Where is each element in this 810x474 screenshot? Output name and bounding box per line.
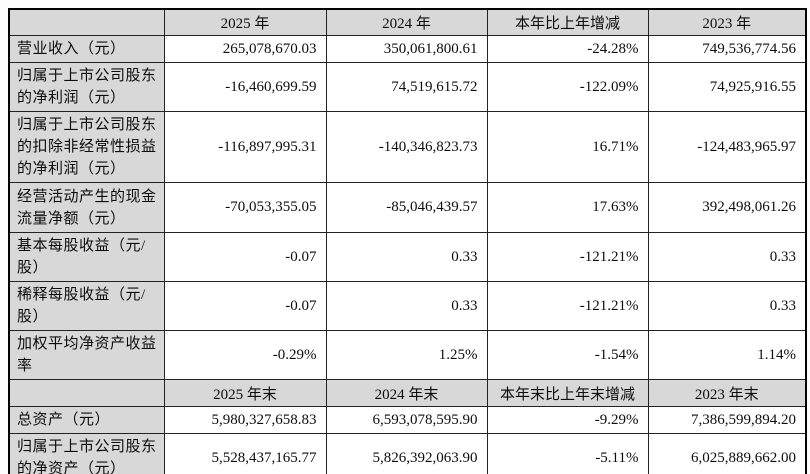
table-row-total-assets: 总资产（元） 5,980,327,658.83 6,593,078,595.90… (8, 406, 807, 434)
row-label: 基本每股收益（元/股） (8, 232, 165, 282)
value-yoy-change: -121.21% (486, 232, 649, 282)
value-2024: 74,519,615.72 (325, 62, 488, 112)
table-row-operating-revenue: 营业收入（元） 265,078,670.03 350,061,800.61 -2… (8, 35, 807, 63)
value-2024: 0.33 (325, 232, 488, 282)
value-2023-end: 6,025,889,662.00 (647, 433, 807, 474)
value-2024: 350,061,800.61 (325, 35, 488, 63)
period-end-header-2024: 2024 年末 (325, 379, 488, 407)
value-2023: 0.33 (647, 281, 807, 331)
annual-header-yoy-change: 本年比上年增减 (486, 8, 649, 36)
value-2023: -124,483,965.97 (647, 111, 807, 183)
table-row-operating-cash-flow: 经营活动产生的现金流量净额（元） -70,053,355.05 -85,046,… (8, 182, 807, 233)
value-yoy-change: -122.09% (486, 62, 649, 112)
annual-header-2024: 2024 年 (325, 8, 488, 36)
value-yoy-change: 16.71% (486, 111, 649, 183)
value-2023: 74,925,916.55 (647, 62, 807, 112)
value-2025: -0.29% (163, 330, 327, 380)
value-2025-end: 5,528,437,165.77 (163, 433, 327, 474)
value-2025-end: 5,980,327,658.83 (163, 406, 327, 434)
value-yoy-change: -5.11% (486, 433, 649, 474)
table-row-diluted-eps: 稀释每股收益（元/股） -0.07 0.33 -121.21% 0.33 (8, 281, 807, 331)
table-row-net-profit-excl-nonrecurring: 归属于上市公司股东的扣除非经常性损益的净利润（元） -116,897,995.3… (8, 111, 807, 183)
period-end-header-corner-cell (8, 379, 165, 407)
row-label: 归属于上市公司股东的扣除非经常性损益的净利润（元） (8, 111, 165, 183)
value-yoy-change: -121.21% (486, 281, 649, 331)
value-yoy-change: 17.63% (486, 182, 649, 233)
table-row-weighted-avg-roe: 加权平均净资产收益率 -0.29% 1.25% -1.54% 1.14% (8, 330, 807, 380)
financial-summary-table: 2025 年 2024 年 本年比上年增减 2023 年 营业收入（元） 265… (8, 8, 807, 474)
annual-header-row: 2025 年 2024 年 本年比上年增减 2023 年 (8, 8, 807, 36)
row-label: 归属于上市公司股东的净利润（元） (8, 62, 165, 112)
value-2023: 0.33 (647, 232, 807, 282)
value-2024-end: 5,826,392,063.90 (325, 433, 488, 474)
value-yoy-change: -1.54% (486, 330, 649, 380)
period-end-header-2025: 2025 年末 (163, 379, 327, 407)
row-label: 总资产（元） (8, 406, 165, 434)
table-row-net-profit: 归属于上市公司股东的净利润（元） -16,460,699.59 74,519,6… (8, 62, 807, 112)
value-2025: -0.07 (163, 281, 327, 331)
row-label: 加权平均净资产收益率 (8, 330, 165, 380)
value-2024: 0.33 (325, 281, 488, 331)
value-2025: 265,078,670.03 (163, 35, 327, 63)
value-yoy-change: -9.29% (486, 406, 649, 434)
value-2023: 1.14% (647, 330, 807, 380)
value-2023-end: 7,386,599,894.20 (647, 406, 807, 434)
period-end-header-yoy-change: 本年末比上年末增减 (486, 379, 649, 407)
table-row-net-assets: 归属于上市公司股东的净资产（元） 5,528,437,165.77 5,826,… (8, 433, 807, 474)
value-2025: -0.07 (163, 232, 327, 282)
row-label: 经营活动产生的现金流量净额（元） (8, 182, 165, 233)
value-2025: -70,053,355.05 (163, 182, 327, 233)
value-2023: 392,498,061.26 (647, 182, 807, 233)
period-end-header-2023: 2023 年末 (647, 379, 807, 407)
value-2024-end: 6,593,078,595.90 (325, 406, 488, 434)
value-2024: -85,046,439.57 (325, 182, 488, 233)
value-2024: -140,346,823.73 (325, 111, 488, 183)
period-end-header-row: 2025 年末 2024 年末 本年末比上年末增减 2023 年末 (8, 379, 807, 407)
annual-header-2023: 2023 年 (647, 8, 807, 36)
table-row-basic-eps: 基本每股收益（元/股） -0.07 0.33 -121.21% 0.33 (8, 232, 807, 282)
value-2025: -16,460,699.59 (163, 62, 327, 112)
row-label: 归属于上市公司股东的净资产（元） (8, 433, 165, 474)
value-yoy-change: -24.28% (486, 35, 649, 63)
row-label: 营业收入（元） (8, 35, 165, 63)
value-2023: 749,536,774.56 (647, 35, 807, 63)
row-label: 稀释每股收益（元/股） (8, 281, 165, 331)
annual-header-2025: 2025 年 (163, 8, 327, 36)
annual-header-corner-cell (8, 8, 165, 36)
value-2024: 1.25% (325, 330, 488, 380)
value-2025: -116,897,995.31 (163, 111, 327, 183)
